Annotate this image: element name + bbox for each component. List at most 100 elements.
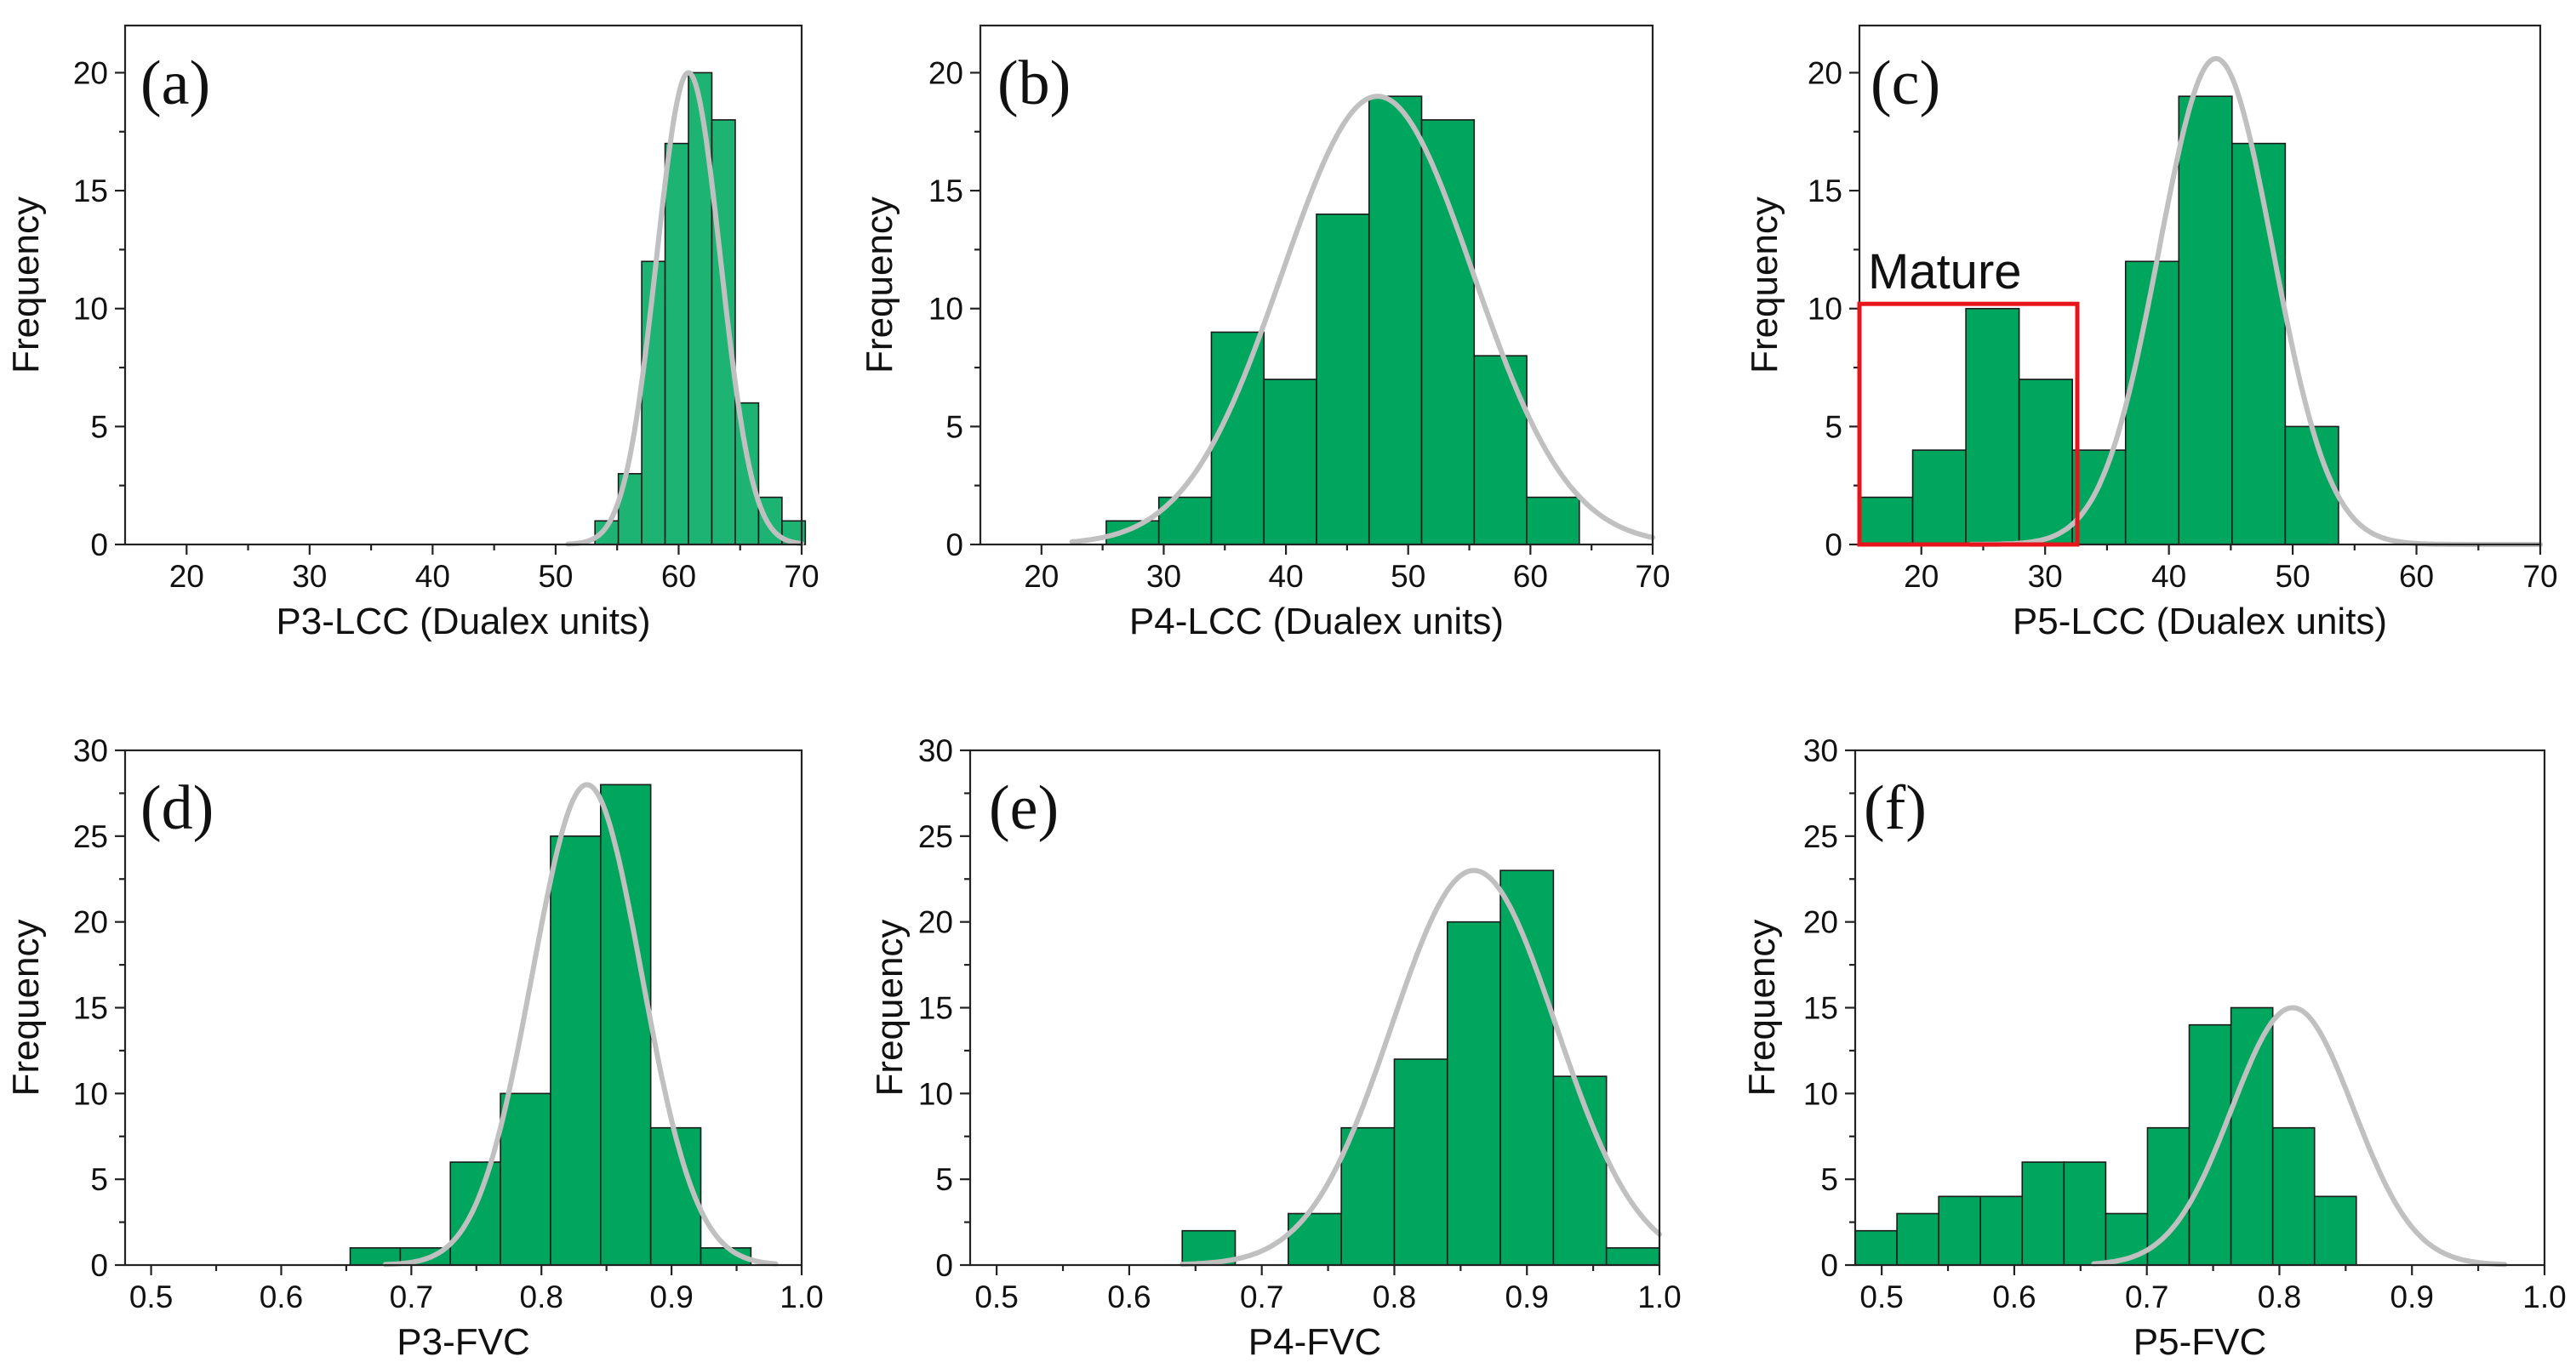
y-tick-label: 10 xyxy=(1808,292,1842,327)
bar xyxy=(1210,331,1265,545)
y-tick-label: 0 xyxy=(90,1248,108,1283)
y-axis-title: Frequency xyxy=(859,197,900,373)
bar xyxy=(1368,95,1423,545)
bar xyxy=(1854,1229,1898,1266)
x-tick-label: 20 xyxy=(1024,559,1059,594)
mature-highlight-box xyxy=(1857,301,2080,547)
y-tick-label: 15 xyxy=(918,991,953,1026)
y-tick-label: 15 xyxy=(1803,991,1838,1026)
y-tick-label: 25 xyxy=(918,819,953,854)
bar xyxy=(1393,1058,1448,1266)
y-tick-label: 5 xyxy=(1825,409,1842,444)
bar xyxy=(1526,496,1580,545)
y-axis: 0 5 10 15 20 xyxy=(73,55,125,562)
y-tick-label: 0 xyxy=(1825,527,1842,562)
x-tick-label: 0.8 xyxy=(2258,1280,2301,1314)
bar xyxy=(2124,260,2180,545)
x-axis: 0.5 0.6 0.7 0.8 0.9 1.0 xyxy=(974,1265,1682,1314)
plot-frame xyxy=(1858,24,2542,546)
bar xyxy=(1896,1212,1939,1266)
bars xyxy=(1854,1006,2357,1266)
bar xyxy=(2188,1023,2232,1266)
x-axis-title: P5-FVC xyxy=(2133,1321,2266,1363)
bar xyxy=(664,142,689,545)
x-tick-label: 40 xyxy=(2151,559,2186,594)
x-axis: 0.5 0.6 0.7 0.8 0.9 1.0 xyxy=(1859,1265,2567,1314)
x-tick-label: 0.8 xyxy=(1373,1280,1416,1314)
plot-frame xyxy=(979,24,1654,546)
y-axis-title: Frequency xyxy=(869,920,911,1097)
bar xyxy=(1605,1247,1660,1266)
y-tick-label: 15 xyxy=(1808,174,1842,208)
panel-label: (c) xyxy=(1871,48,1940,118)
x-tick-label: 0.9 xyxy=(1505,1280,1549,1314)
panel-label: (f) xyxy=(1864,773,1927,843)
x-axis-title: P3-FVC xyxy=(397,1321,529,1363)
x-tick-label: 0.5 xyxy=(974,1280,1018,1314)
bar xyxy=(1965,307,2020,545)
x-tick-label: 70 xyxy=(1635,559,1670,594)
x-tick-label: 0.7 xyxy=(2125,1280,2168,1314)
x-tick-label: 1.0 xyxy=(780,1280,823,1314)
y-tick-label: 20 xyxy=(1803,905,1838,940)
y-tick-label: 10 xyxy=(928,292,963,327)
y-axis: 0 5 10 15 20 xyxy=(1808,55,1859,562)
bar xyxy=(1316,214,1370,545)
bar xyxy=(500,1092,551,1266)
y-axis: 0 5 10 15 20 25 30 xyxy=(918,733,970,1283)
x-tick-label: 0.7 xyxy=(1240,1280,1283,1314)
x-tick-label: 1.0 xyxy=(1637,1280,1681,1314)
bars xyxy=(1859,95,2339,545)
panel-label: (b) xyxy=(997,48,1071,118)
x-tick-label: 70 xyxy=(784,559,819,594)
y-tick-label: 0 xyxy=(1820,1248,1838,1283)
y-tick-label: 25 xyxy=(1803,819,1838,854)
x-axis: 20 30 40 50 60 70 xyxy=(1904,544,2558,594)
bar xyxy=(1911,449,1967,545)
normal-fit-curve xyxy=(565,70,804,547)
y-axis-title: Frequency xyxy=(1744,197,1785,373)
x-axis-title: P4-LCC (Dualex units) xyxy=(1129,601,1504,642)
y-tick-label: 0 xyxy=(90,527,108,562)
bar xyxy=(1340,1126,1396,1266)
x-tick-label: 0.6 xyxy=(260,1280,303,1314)
y-tick-label: 30 xyxy=(1803,733,1838,768)
x-tick-label: 0.9 xyxy=(649,1280,693,1314)
y-tick-label: 10 xyxy=(918,1076,953,1111)
x-tick-label: 0.5 xyxy=(1859,1280,1903,1314)
bar xyxy=(1938,1195,1982,1266)
x-tick-label: 40 xyxy=(1269,559,1304,594)
normal-fit-curve xyxy=(1069,94,1655,544)
y-tick-label: 30 xyxy=(918,733,953,768)
plot-frame xyxy=(123,24,803,546)
y-tick-label: 15 xyxy=(928,174,963,208)
y-tick-label: 5 xyxy=(1820,1162,1838,1197)
panel-e: 0.5 0.6 0.7 0.8 0.9 1.0 0 5 10 15 20 25 30 P4-FVC Freq… xyxy=(869,733,1682,1363)
bar xyxy=(1552,1075,1608,1266)
y-tick-label: 10 xyxy=(73,1076,108,1111)
bar xyxy=(449,1161,501,1266)
bar xyxy=(1499,869,1555,1266)
x-tick-label: 0.6 xyxy=(1992,1280,2036,1314)
x-tick-label: 70 xyxy=(2522,559,2557,594)
mature-annotation: Mature xyxy=(1868,244,2022,299)
y-tick-label: 25 xyxy=(73,819,108,854)
x-tick-label: 0.9 xyxy=(2390,1280,2434,1314)
normal-fit-curve xyxy=(382,782,779,1268)
x-tick-label: 0.7 xyxy=(390,1280,433,1314)
y-tick-label: 15 xyxy=(73,174,108,208)
x-tick-label: 30 xyxy=(292,559,327,594)
panel-b: 20 30 40 50 60 70 0 5 10 15 20 P4-LCC (Dualex units… xyxy=(859,24,1671,642)
x-axis: 20 30 40 50 60 70 xyxy=(169,544,820,594)
y-tick-label: 5 xyxy=(945,409,963,444)
bar xyxy=(2021,1161,2065,1266)
bar xyxy=(2063,1161,2107,1266)
y-tick-label: 15 xyxy=(73,991,108,1026)
bars xyxy=(1181,869,1660,1266)
bar xyxy=(2284,425,2339,545)
bar xyxy=(2071,449,2127,545)
y-tick-label: 20 xyxy=(73,905,108,940)
x-tick-label: 0.6 xyxy=(1107,1280,1151,1314)
x-tick-label: 60 xyxy=(2399,559,2434,594)
